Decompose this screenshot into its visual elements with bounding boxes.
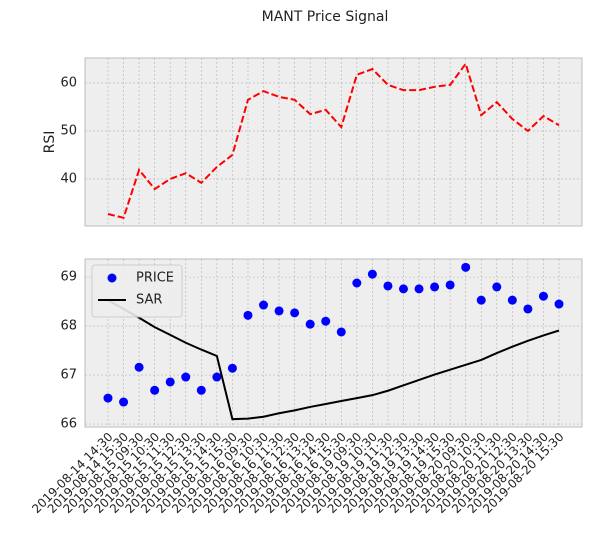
price-marker (212, 372, 222, 382)
y-tick-label: 40 (60, 171, 77, 186)
y-tick-label: 66 (60, 417, 77, 432)
legend-label: SAR (136, 293, 162, 308)
y-tick-label: 50 (60, 123, 77, 138)
plot-area (84, 57, 583, 227)
price-marker (507, 295, 517, 305)
price-marker (398, 284, 408, 294)
series-line (107, 61, 560, 220)
price-marker (119, 397, 129, 407)
price-marker (321, 316, 331, 326)
y-tick-label: 69 (60, 270, 77, 285)
price-marker (523, 304, 533, 314)
price-marker (538, 291, 548, 301)
price-marker (103, 393, 113, 403)
y-tick-label: 68 (60, 319, 77, 334)
figure-title: MANT Price Signal (262, 9, 389, 25)
price-marker (476, 295, 486, 305)
price-marker (336, 327, 346, 337)
price-marker (445, 280, 455, 290)
series-line (107, 299, 560, 421)
price-marker (305, 319, 315, 329)
price-marker (274, 306, 284, 316)
y-axis-label: RSI (42, 131, 58, 154)
price-marker (181, 372, 191, 382)
price-marker (554, 299, 564, 309)
legend-label: PRICE (136, 271, 174, 286)
price-marker (227, 363, 237, 373)
price-marker (383, 281, 393, 291)
price-marker (461, 262, 471, 272)
price-marker (243, 310, 253, 320)
price-marker (414, 284, 424, 294)
price-marker (290, 308, 300, 318)
price-marker (367, 269, 377, 279)
price-marker (134, 362, 144, 372)
price-marker (196, 385, 206, 395)
y-tick-label: 67 (60, 368, 77, 383)
price-marker (352, 278, 362, 288)
y-tick-label: 60 (60, 75, 77, 90)
price-marker (430, 282, 440, 292)
price-marker (165, 377, 175, 387)
price-marker (150, 385, 160, 395)
price-marker (492, 282, 502, 292)
legend-marker (107, 273, 117, 283)
price-marker (259, 300, 269, 310)
